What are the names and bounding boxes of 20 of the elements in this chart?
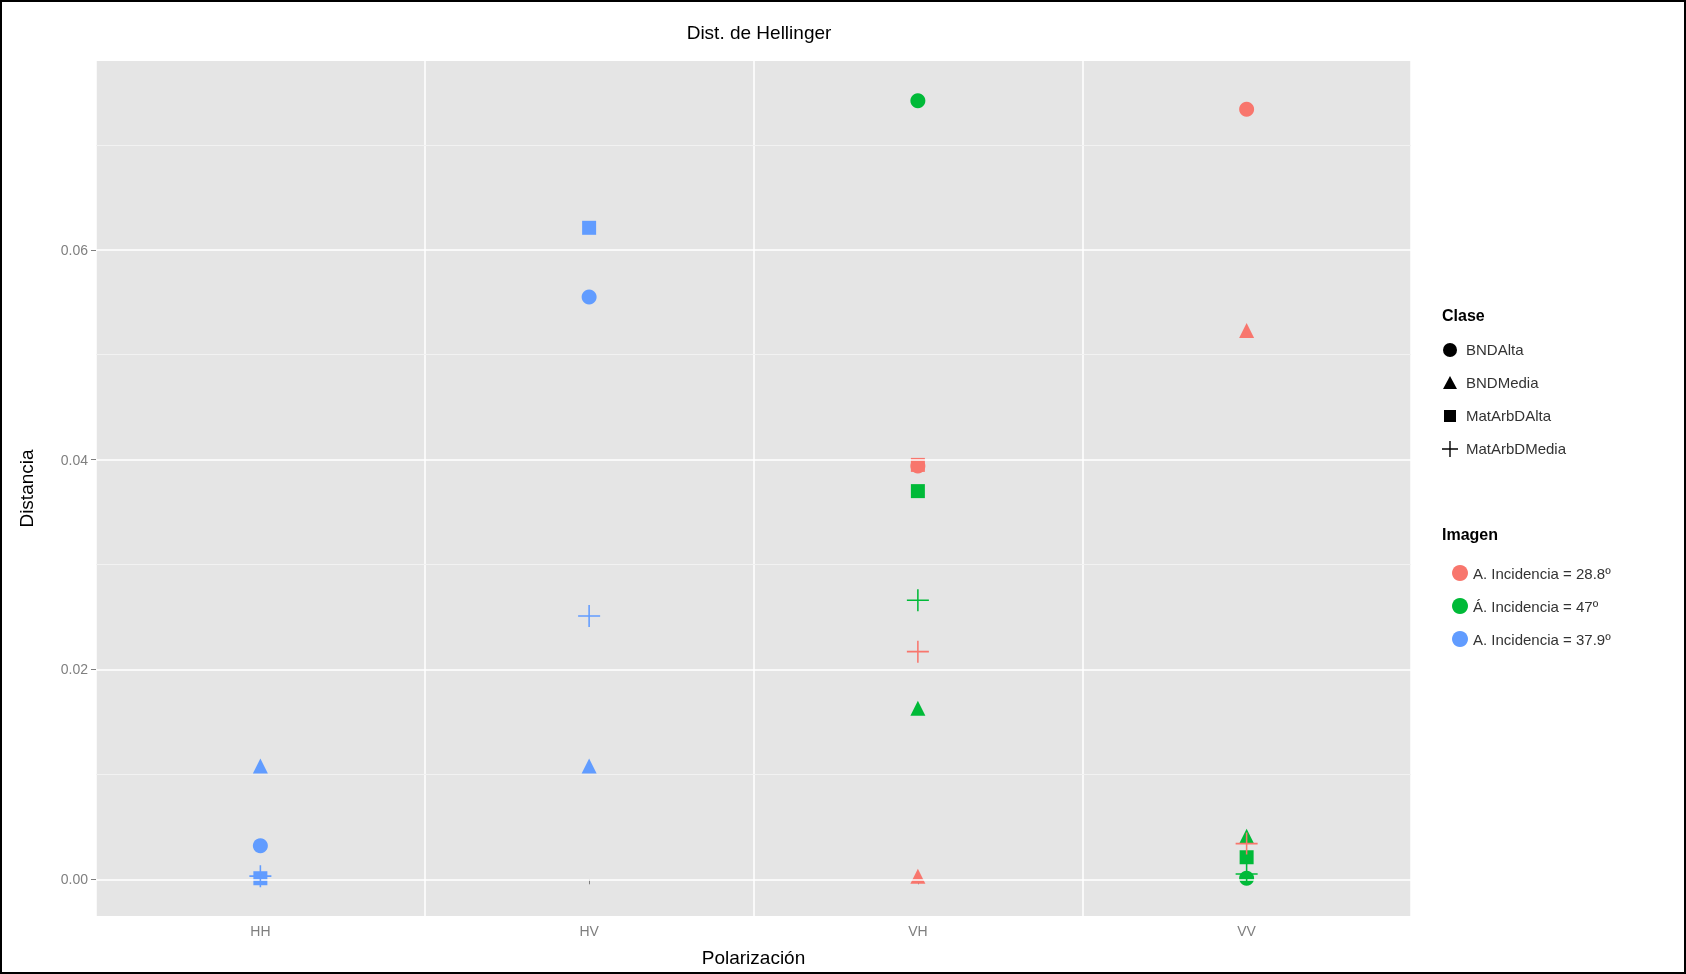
text: MatArbDMedia <box>1466 440 1567 457</box>
text: MatArbDAlta <box>1466 407 1552 424</box>
y-axis-title: Distancia <box>16 449 37 528</box>
text: Clase <box>1442 307 1486 325</box>
y-tick-label: 0.04 <box>60 451 89 468</box>
x-tick-label: VH <box>908 923 928 939</box>
x-tick-label: HH <box>250 923 271 939</box>
x-tick-label: VV <box>1237 923 1257 939</box>
legend-title: Imagen <box>1442 525 1499 543</box>
legend-label: A. Incidencia = 37.9º <box>1473 630 1612 648</box>
y-tick-label: 0.00 <box>60 871 89 888</box>
text: BNDMedia <box>1466 374 1539 391</box>
chart-title: Dist. de Hellinger <box>686 22 833 43</box>
text: BNDAlta <box>1466 341 1524 358</box>
x-tick-label: HV <box>579 923 600 939</box>
y-tick-label: 0.06 <box>60 241 89 258</box>
legend-label: Á. Incidencia = 47º <box>1473 597 1599 615</box>
y-tick-label: 0.02 <box>60 661 89 678</box>
x-axis-title: Polarización <box>701 947 806 968</box>
legend-label: A. Incidencia = 28.8º <box>1473 564 1612 582</box>
